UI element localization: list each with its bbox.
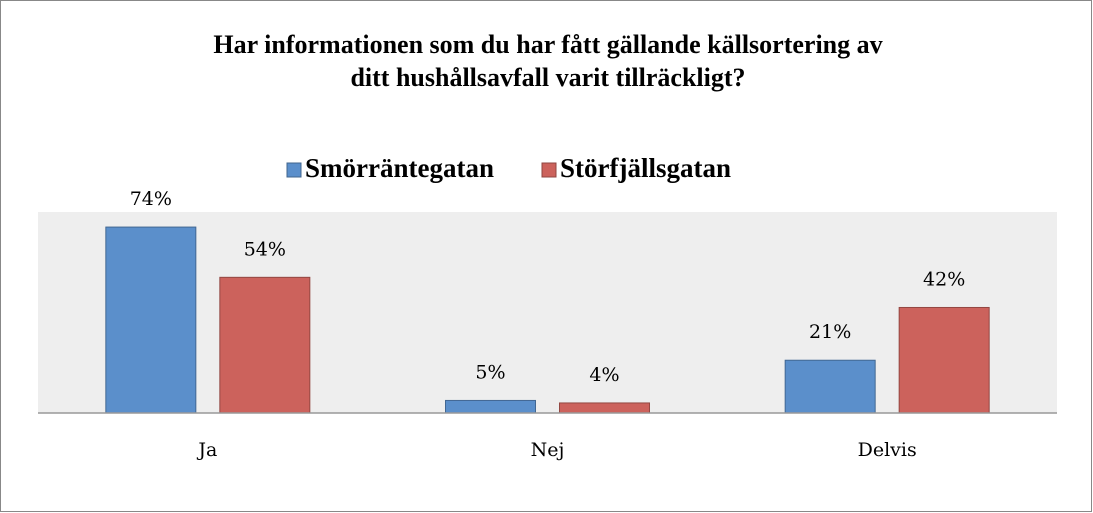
- bar: [445, 399, 536, 414]
- legend-label: Smörräntegatan: [305, 153, 494, 183]
- data-label: 21%: [809, 321, 851, 343]
- bar: [559, 402, 650, 414]
- bar: [105, 226, 197, 414]
- bar: [898, 306, 990, 414]
- data-label: 42%: [923, 268, 965, 290]
- data-label: 4%: [589, 364, 619, 386]
- data-label: 54%: [244, 238, 286, 260]
- bar: [784, 359, 876, 414]
- legend-swatch: [286, 162, 302, 178]
- data-label: 5%: [475, 361, 505, 383]
- x-tick-label: Delvis: [858, 439, 917, 461]
- plot-area: [38, 212, 1057, 413]
- legend-label: Störfjällsgatan: [560, 153, 731, 183]
- bar: [219, 276, 311, 414]
- x-tick-label: Ja: [196, 439, 217, 461]
- x-tick-label: Nej: [531, 439, 565, 461]
- data-label: 74%: [130, 188, 172, 210]
- chart-title: ditt hushållsavfall varit tillräckligt?: [350, 63, 745, 92]
- legend-swatch: [541, 162, 557, 178]
- chart-title: Har informationen som du har fått gällan…: [213, 30, 882, 59]
